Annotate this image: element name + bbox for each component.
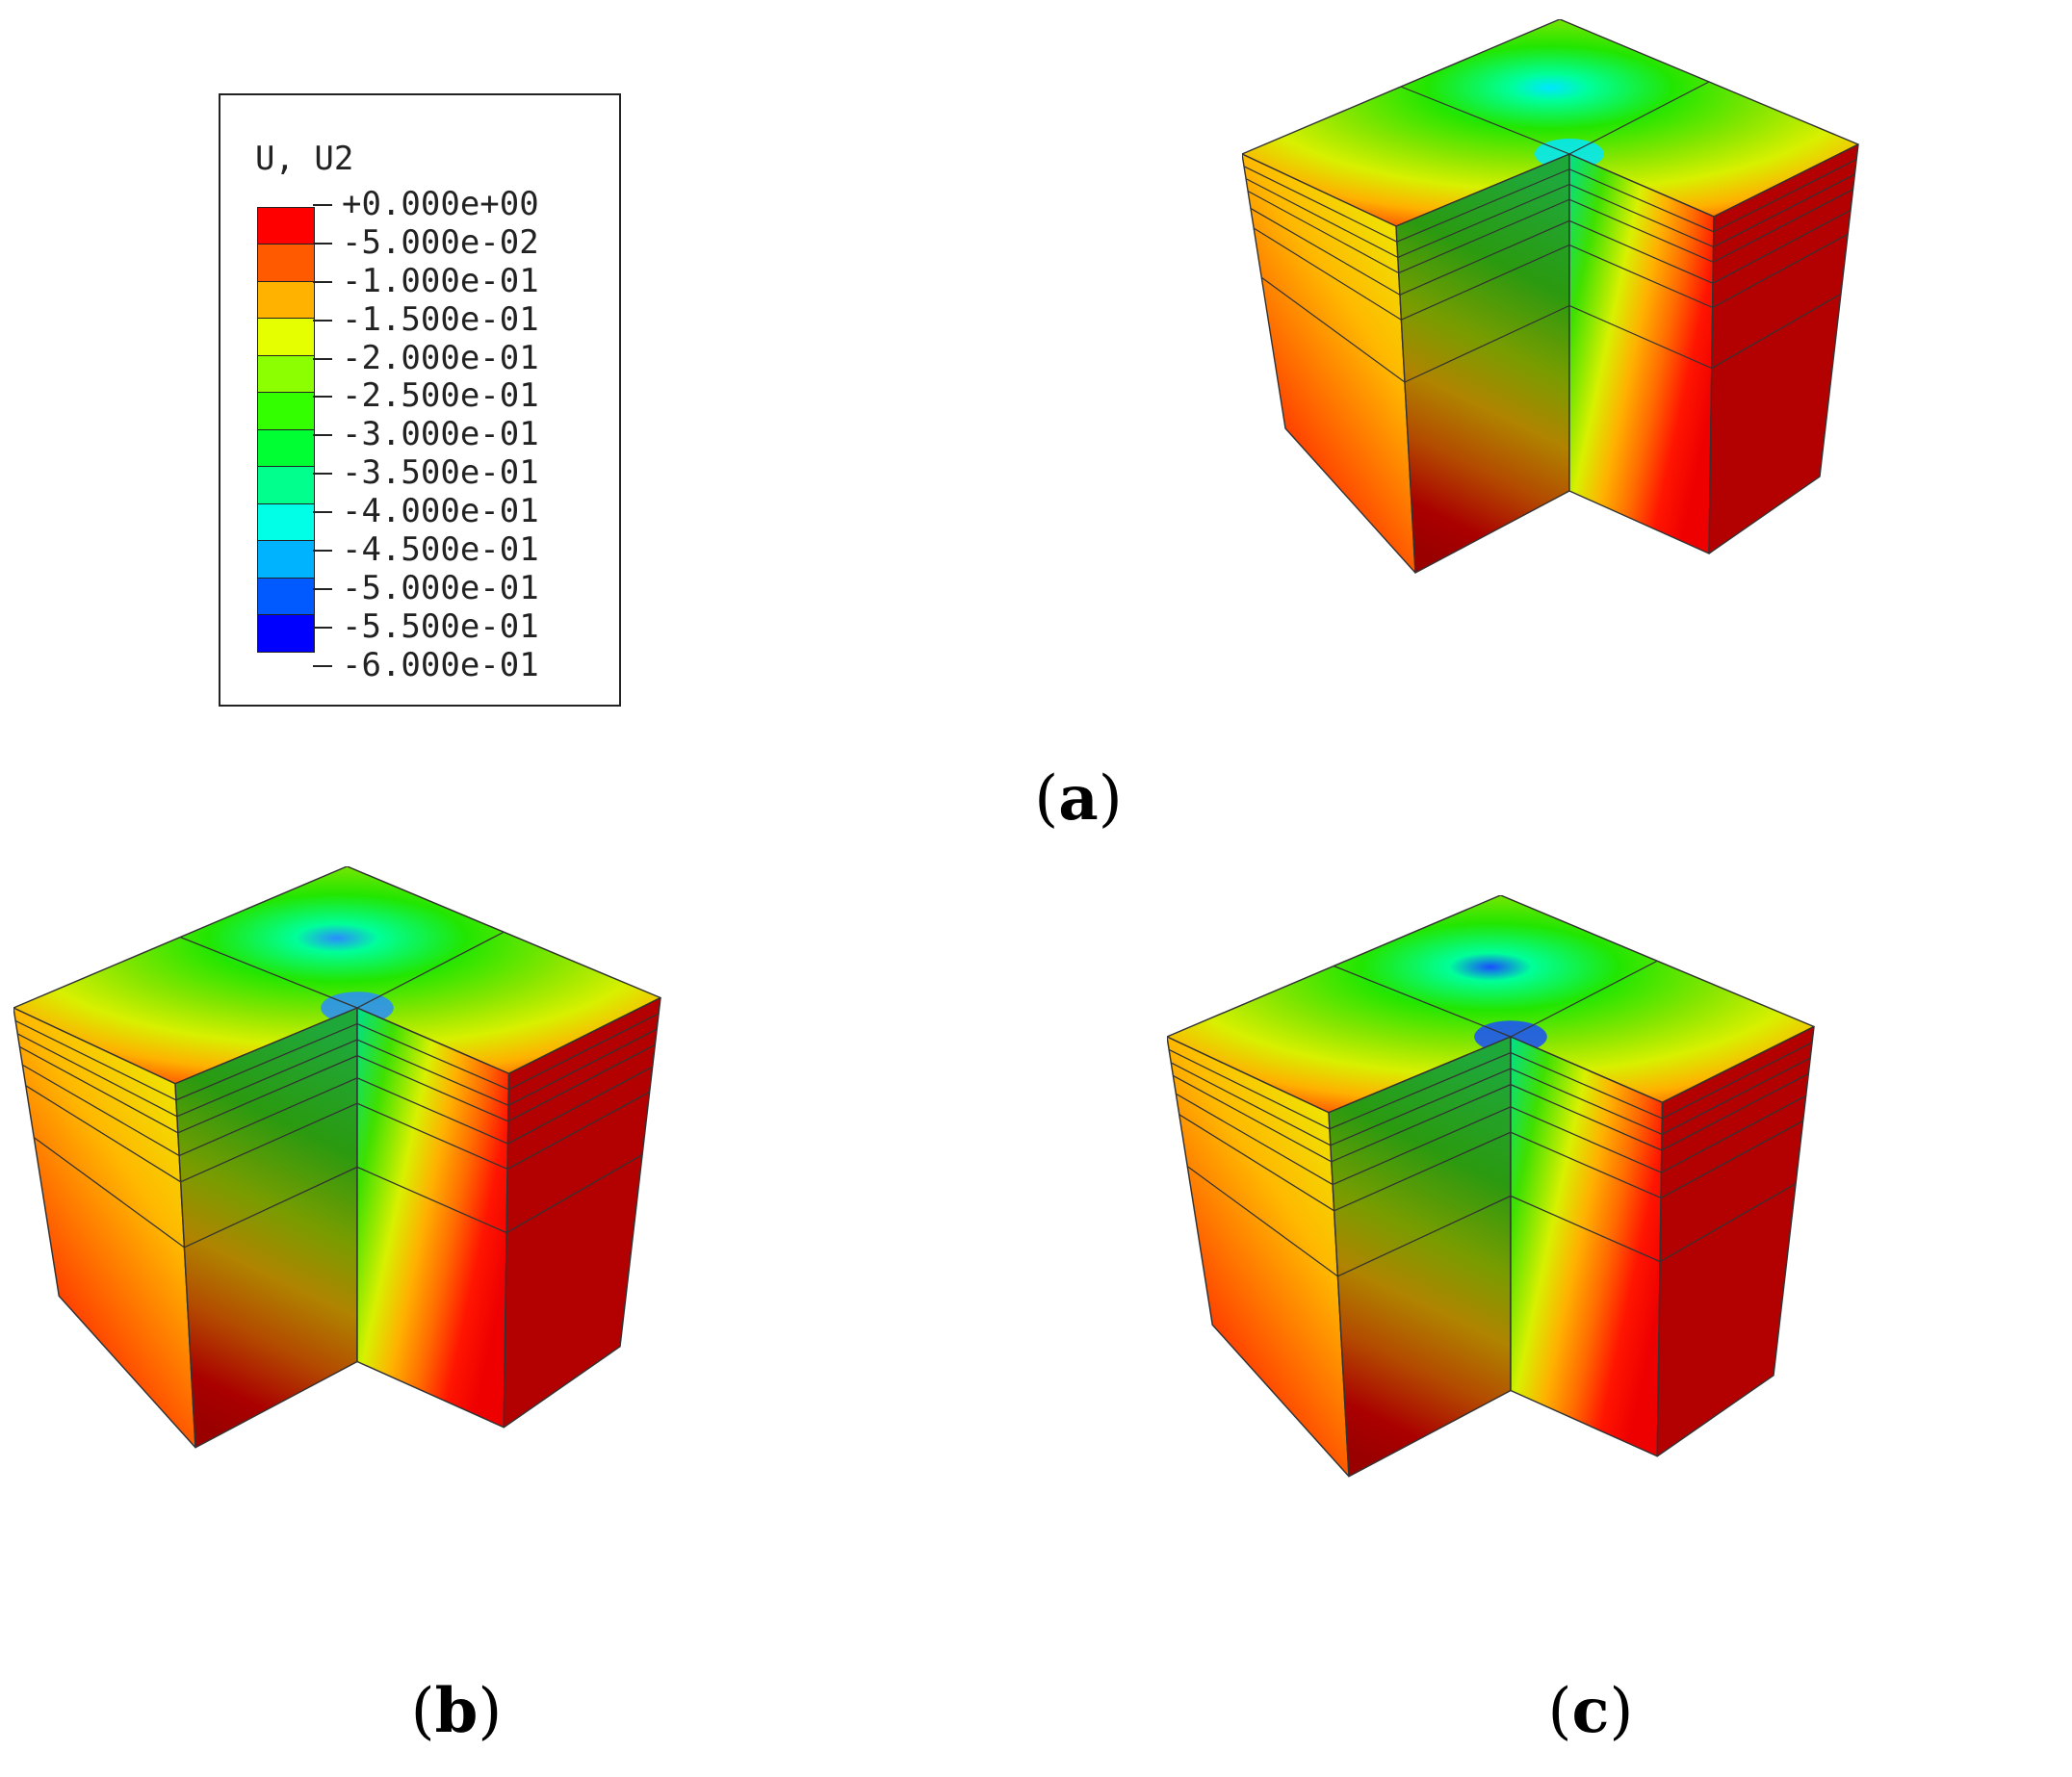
legend-swatch	[257, 392, 315, 430]
legend-tick-label: -4.500e-01	[342, 530, 539, 570]
legend-swatch	[257, 354, 315, 394]
legend-swatch	[257, 280, 315, 320]
legend-tick-label: -6.000e-01	[342, 645, 539, 684]
legend-tick-label: -2.500e-01	[342, 376, 539, 416]
contour-block-a	[1242, 19, 1859, 574]
panel-label-c: (c)	[1547, 1675, 1634, 1747]
legend-title: U, U2	[255, 140, 354, 178]
legend-swatch	[257, 318, 315, 356]
legend-swatch	[257, 540, 315, 579]
legend-tick-label: -5.500e-01	[342, 606, 539, 646]
legend-tick-label: -3.000e-01	[342, 415, 539, 454]
legend-swatch	[257, 614, 315, 653]
legend-tick-label: +0.000e+00	[342, 185, 539, 223]
legend-tick-label: -1.500e-01	[342, 299, 539, 339]
legend-tick-label: -3.500e-01	[342, 453, 539, 493]
legend-swatch	[257, 466, 315, 504]
contour-block-c	[1167, 895, 1815, 1478]
legend-tick-label: -5.000e-02	[342, 222, 539, 262]
panel-label-a: (a)	[1034, 762, 1123, 835]
legend-swatch	[257, 206, 315, 245]
legend-swatch	[257, 428, 315, 468]
legend-tick-label: -1.000e-01	[342, 261, 539, 300]
legend-tick-label: -5.000e-01	[342, 568, 539, 607]
contour-block-b	[13, 866, 661, 1449]
panel-label-b: (b)	[410, 1675, 503, 1747]
legend-swatch	[257, 502, 315, 542]
legend-swatch	[257, 244, 315, 282]
legend-swatches	[257, 206, 315, 653]
legend-tick-label: -4.000e-01	[342, 492, 539, 531]
color-legend: U, U2 +0.000e+00 -5.000e-02 -1.000e-01 -…	[219, 93, 621, 707]
legend-swatch	[257, 577, 315, 616]
legend-tick-label: -2.000e-01	[342, 338, 539, 377]
